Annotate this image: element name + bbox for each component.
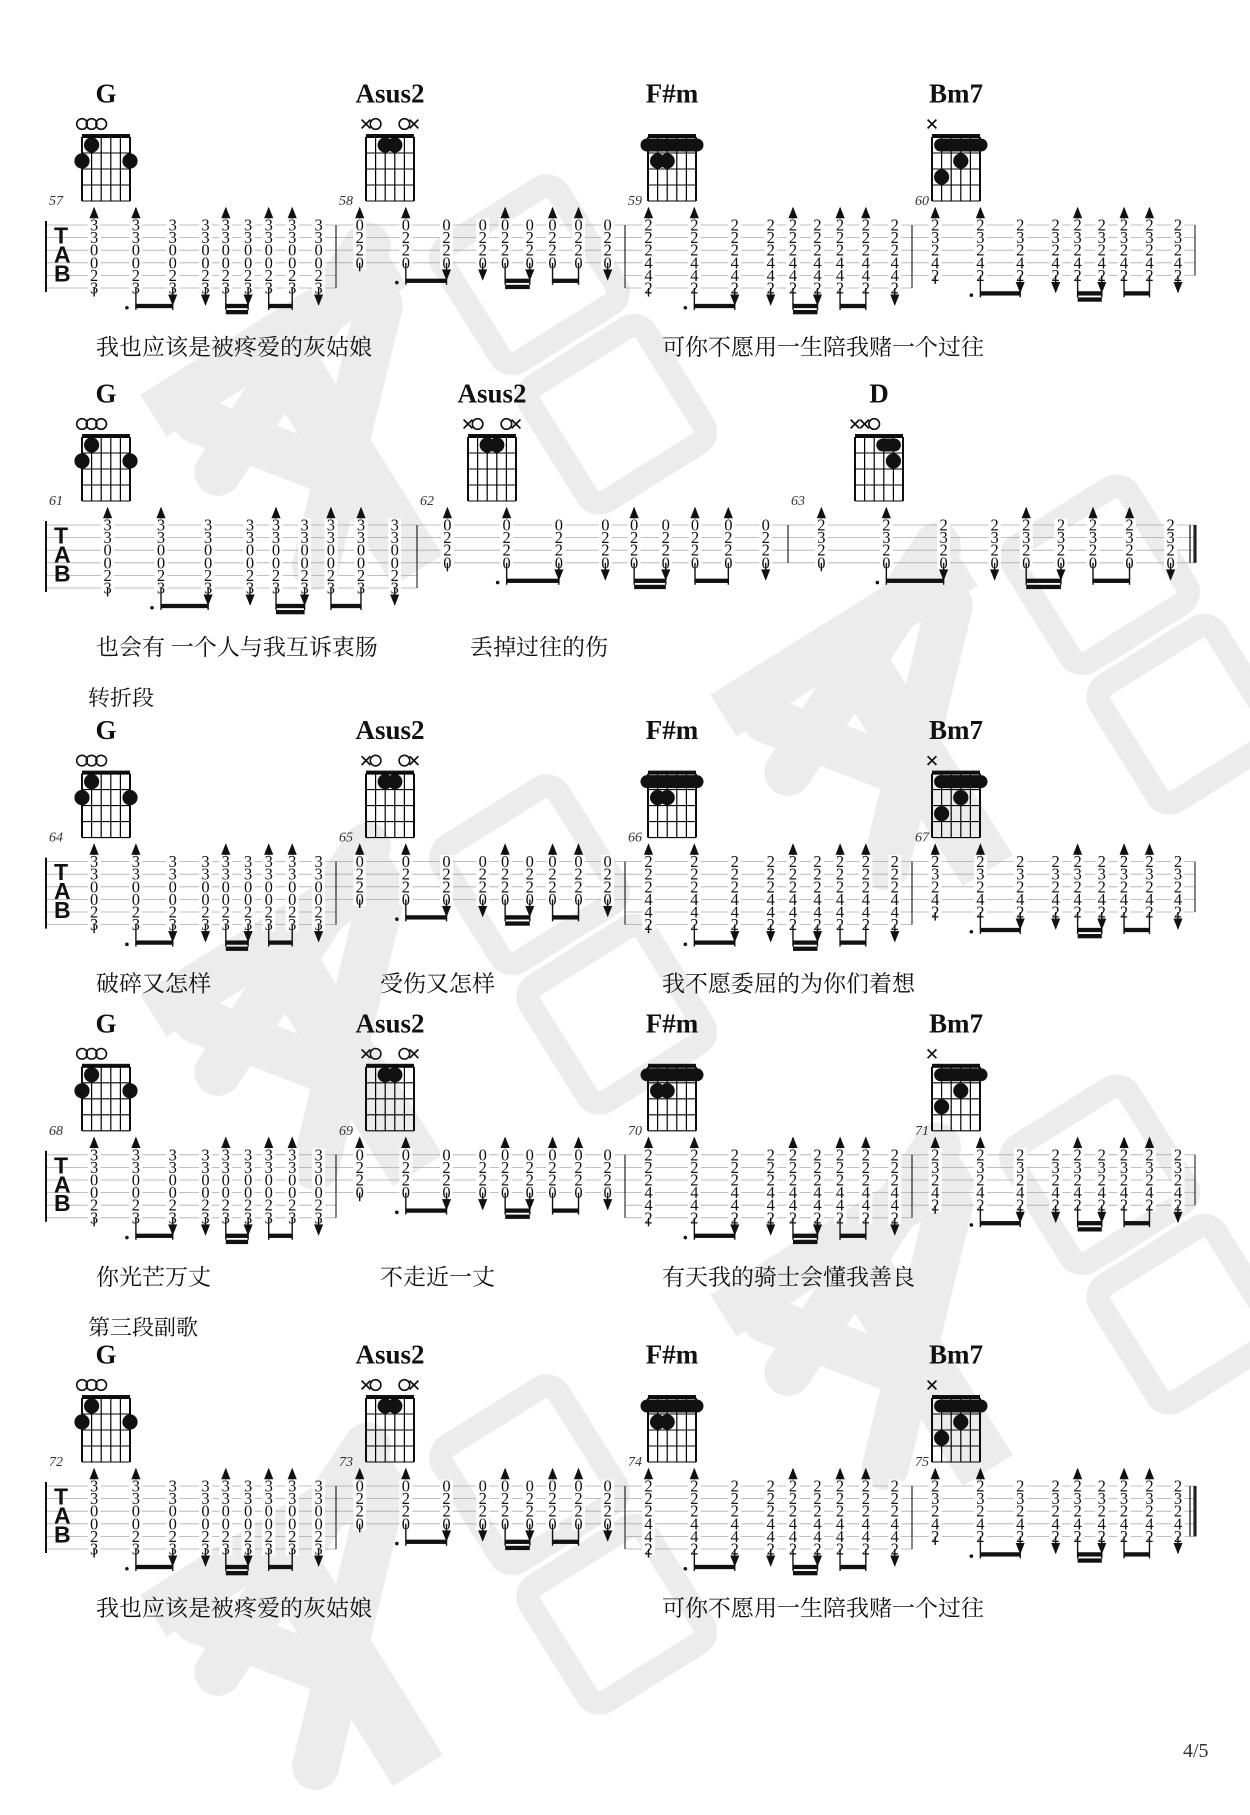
svg-text:G: G [95,1340,116,1370]
svg-text:受伤又怎样: 受伤又怎样 [380,966,495,999]
svg-text:58: 58 [339,194,353,209]
svg-text:Asus2: Asus2 [355,715,424,745]
svg-text:Asus2: Asus2 [355,1340,424,1370]
svg-text:72: 72 [49,1455,63,1470]
svg-text:73: 73 [339,1455,353,1470]
svg-text:我不愿委屈的为你们着想: 我不愿委屈的为你们着想 [662,966,915,999]
svg-text:可你不愿用一生陪我赌一个过往: 可你不愿用一生陪我赌一个过往 [662,329,984,362]
svg-text:第三段副歌: 第三段副歌 [88,1311,198,1342]
svg-text:71: 71 [915,1124,929,1139]
svg-text:64: 64 [49,831,63,846]
svg-text:我也应该是被疼爱的灰姑娘: 我也应该是被疼爱的灰姑娘 [96,1590,372,1623]
svg-text:G: G [95,715,116,745]
svg-text:B: B [54,1190,71,1216]
svg-text:61: 61 [49,494,63,509]
svg-text:75: 75 [915,1455,929,1470]
svg-text:B: B [54,560,71,586]
svg-text:66: 66 [628,831,642,846]
svg-text:破碎又怎样: 破碎又怎样 [96,966,211,999]
svg-text:F#m: F#m [646,1008,699,1038]
svg-text:60: 60 [915,194,929,209]
svg-text:F#m: F#m [646,715,699,745]
svg-text:也会有 一个人与我互诉衷肠: 也会有 一个人与我互诉衷肠 [96,629,378,662]
svg-text:Asus2: Asus2 [355,1008,424,1038]
svg-text:丢掉过往的伤: 丢掉过往的伤 [470,629,608,662]
svg-text:Bm7: Bm7 [929,79,983,109]
svg-text:63: 63 [791,494,805,509]
svg-text:69: 69 [339,1124,353,1139]
svg-text:Asus2: Asus2 [457,379,526,409]
svg-text:你光芒万丈: 你光芒万丈 [96,1259,211,1292]
svg-text:B: B [54,1521,71,1547]
svg-text:G: G [95,79,116,109]
svg-text:不走近一丈: 不走近一丈 [380,1259,495,1292]
svg-text:D: D [869,379,889,409]
svg-text:F#m: F#m [646,79,699,109]
svg-text:有天我的骑士会懂我善良: 有天我的骑士会懂我善良 [662,1259,915,1292]
svg-text:70: 70 [628,1124,642,1139]
svg-text:57: 57 [49,194,64,209]
svg-text:Bm7: Bm7 [929,715,983,745]
svg-text:转折段: 转折段 [88,682,154,713]
svg-text:74: 74 [628,1455,642,1470]
svg-text:59: 59 [628,194,642,209]
svg-text:Bm7: Bm7 [929,1008,983,1038]
svg-text:67: 67 [915,831,930,846]
svg-text:G: G [95,1008,116,1038]
svg-text:F#m: F#m [646,1340,699,1370]
svg-text:B: B [54,260,71,286]
svg-text:65: 65 [339,831,353,846]
svg-text:G: G [95,379,116,409]
svg-text:Bm7: Bm7 [929,1340,983,1370]
svg-text:62: 62 [420,494,434,509]
svg-text:68: 68 [49,1124,63,1139]
svg-text:我也应该是被疼爱的灰姑娘: 我也应该是被疼爱的灰姑娘 [96,329,372,362]
svg-text:4/5: 4/5 [1183,1740,1209,1762]
svg-text:可你不愿用一生陪我赌一个过往: 可你不愿用一生陪我赌一个过往 [662,1590,984,1623]
svg-text:B: B [54,897,71,923]
svg-text:Asus2: Asus2 [355,79,424,109]
